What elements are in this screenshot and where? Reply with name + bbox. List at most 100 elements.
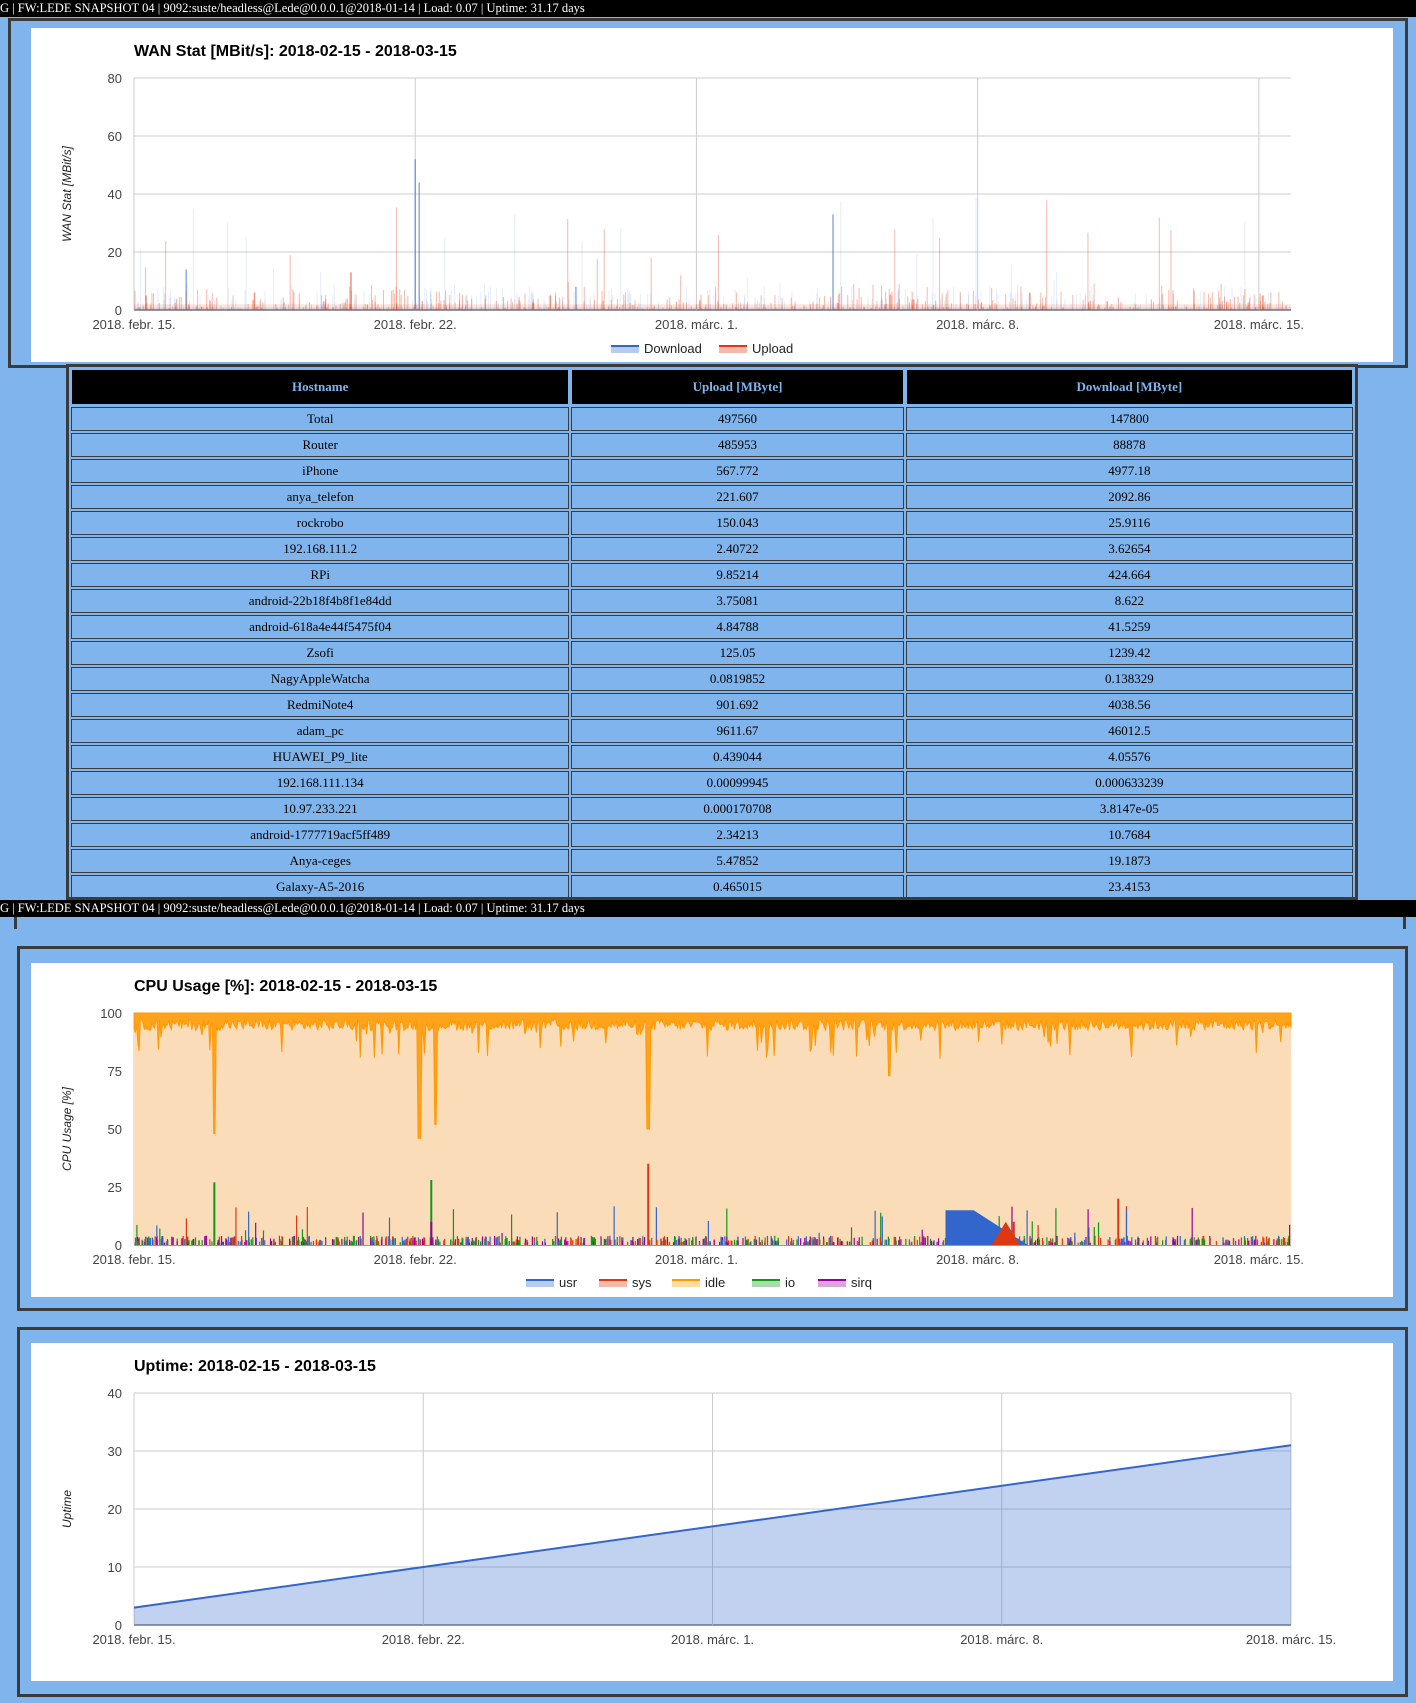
hostname-cell: Total	[71, 407, 570, 431]
upload-cell: 0.439044	[571, 745, 904, 769]
x-tick-label: 2018. febr. 15.	[92, 317, 175, 332]
upload-cell: 150.043	[571, 511, 904, 535]
series-baseline	[134, 304, 1291, 310]
upload-cell: 125.05	[571, 641, 904, 665]
hostname-cell: Zsofi	[71, 641, 570, 665]
host-table-frame: Hostname Upload [MByte] Download [MByte]…	[66, 364, 1358, 900]
x-tick-label: 2018. febr. 22.	[374, 317, 457, 332]
x-tick-label: 2018. márc. 1.	[671, 1632, 754, 1647]
y-tick-label: 10	[108, 1560, 122, 1575]
hostname-cell: Galaxy-A5-2016	[71, 875, 570, 897]
hostname-cell: android-1777719acf5ff489	[71, 823, 570, 847]
cpu-chart-panel: 0 25 50 75 100 2018. febr. 15. 2018. febr. 22.…	[31, 963, 1393, 1297]
uptime-line	[133, 1444, 1292, 1609]
legend-label: io	[785, 1275, 795, 1290]
table-row: Router 485953 88878	[71, 433, 1353, 457]
download-cell: 41.5259	[905, 615, 1353, 639]
table-row: adam_pc 9611.67 46012.5	[71, 719, 1353, 743]
download-cell: 0.000633239	[905, 771, 1353, 795]
wan-chart: 0 20 40 60 80 2018. febr. 15. 2018. febr. 22. 2…	[60, 43, 1304, 356]
hostname-cell: android-22b18f4b8f1e84dd	[71, 589, 570, 613]
download-series	[134, 159, 1291, 310]
hostname-cell: android-618a4e44f5475f04	[71, 615, 570, 639]
y-tick-label: 60	[108, 129, 122, 144]
download-cell: 4.05576	[905, 745, 1353, 769]
status-text-2: G | FW:LEDE SNAPSHOT 04 | 9092:suste/hea…	[0, 901, 585, 915]
hostname-cell: anya_telefon	[71, 485, 570, 509]
x-tick-label: 2018. márc. 15.	[1246, 1632, 1336, 1647]
table-row: android-1777719acf5ff489 2.34213 10.7684	[71, 823, 1353, 847]
y-tick-label: 40	[108, 1386, 122, 1401]
hostname-cell: iPhone	[71, 459, 570, 483]
y-tick-label: 40	[108, 187, 122, 202]
x-tick-label: 2018. márc. 8.	[960, 1632, 1043, 1647]
y-tick-label: 100	[100, 1006, 122, 1021]
table-row: Anya-ceges 5.47852 19.1873	[71, 849, 1353, 873]
table-row: RPi 9.85214 424.664	[71, 563, 1353, 587]
download-cell: 8.622	[905, 589, 1353, 613]
hostname-cell: rockrobo	[71, 511, 570, 535]
download-cell: 147800	[905, 407, 1353, 431]
hostname-cell: Anya-ceges	[71, 849, 570, 873]
legend-label: sys	[632, 1275, 652, 1290]
col-header-upload[interactable]: Upload [MByte]	[571, 369, 904, 405]
upload-cell: 901.692	[571, 693, 904, 717]
hostname-cell: 192.168.111.134	[71, 771, 570, 795]
x-tick-label: 2018. márc. 15.	[1214, 1252, 1304, 1267]
download-cell: 3.8147e-05	[905, 797, 1353, 821]
table-row: RedmiNote4 901.692 4038.56	[71, 693, 1353, 717]
x-tick-label: 2018. febr. 15.	[92, 1252, 175, 1267]
table-row: android-618a4e44f5475f04 4.84788 41.5259	[71, 615, 1353, 639]
upload-cell: 4.84788	[571, 615, 904, 639]
download-cell: 0.138329	[905, 667, 1353, 691]
status-bar-2: G | FW:LEDE SNAPSHOT 04 | 9092:suste/hea…	[0, 900, 1416, 917]
hostname-cell: adam_pc	[71, 719, 570, 743]
col-header-hostname[interactable]: Hostname	[71, 369, 570, 405]
col-header-download[interactable]: Download [MByte]	[905, 369, 1353, 405]
legend-swatch	[672, 1280, 700, 1287]
legend-label: idle	[705, 1275, 725, 1290]
legend-label: sirq	[851, 1275, 872, 1290]
legend-item-usr: usr	[526, 1275, 578, 1290]
upload-cell: 2.40722	[571, 537, 904, 561]
upload-cell: 567.772	[571, 459, 904, 483]
y-axis-label: CPU Usage [%]	[60, 1086, 74, 1171]
legend-swatch	[599, 1280, 627, 1287]
upload-cell: 3.75081	[571, 589, 904, 613]
upload-cell: 497560	[571, 407, 904, 431]
hostname-cell: RPi	[71, 563, 570, 587]
x-tick-label: 2018. márc. 1.	[655, 1252, 738, 1267]
download-cell: 4977.18	[905, 459, 1353, 483]
x-tick-label: 2018. márc. 1.	[655, 317, 738, 332]
legend-label: usr	[559, 1275, 578, 1290]
legend-swatch	[818, 1280, 846, 1287]
upload-series	[134, 200, 1291, 310]
upload-cell: 0.0819852	[571, 667, 904, 691]
table-row: 10.97.233.221 0.000170708 3.8147e-05	[71, 797, 1353, 821]
legend-label: Download	[644, 341, 702, 356]
host-table-body: Total 497560 147800 Router 485953 88878 iPhone…	[71, 407, 1353, 897]
y-tick-label: 80	[108, 71, 122, 86]
download-cell: 2092.86	[905, 485, 1353, 509]
chart-title: CPU Usage [%]: 2018-02-15 - 2018-03-15	[134, 978, 437, 995]
legend-item-sys: sys	[599, 1275, 652, 1290]
download-cell: 19.1873	[905, 849, 1353, 873]
download-cell: 25.9116	[905, 511, 1353, 535]
series-baseline	[134, 307, 1291, 310]
upload-cell: 0.00099945	[571, 771, 904, 795]
table-row: Total 497560 147800	[71, 407, 1353, 431]
idle-area-fill	[134, 1013, 1291, 1245]
download-cell: 10.7684	[905, 823, 1353, 847]
chart-title: WAN Stat [MBit/s]: 2018-02-15 - 2018-03-…	[134, 43, 457, 60]
x-tick-label: 2018. febr. 22.	[382, 1632, 465, 1647]
status-bar: G | FW:LEDE SNAPSHOT 04 | 9092:suste/hea…	[0, 0, 1416, 17]
y-tick-label: 30	[108, 1444, 122, 1459]
sys-bump	[991, 1221, 1020, 1245]
upload-cell: 9.85214	[571, 563, 904, 587]
uptime-chart: 0 10 20 30 40 2018. febr. 15. 2018. febr. 22. 2…	[60, 1358, 1336, 1647]
y-tick-label: 0	[115, 1238, 122, 1253]
table-row: 192.168.111.2 2.40722 3.62654	[71, 537, 1353, 561]
legend-swatch	[752, 1280, 780, 1287]
chart-title: Uptime: 2018-02-15 - 2018-03-15	[134, 1358, 376, 1375]
table-row: iPhone 567.772 4977.18	[71, 459, 1353, 483]
